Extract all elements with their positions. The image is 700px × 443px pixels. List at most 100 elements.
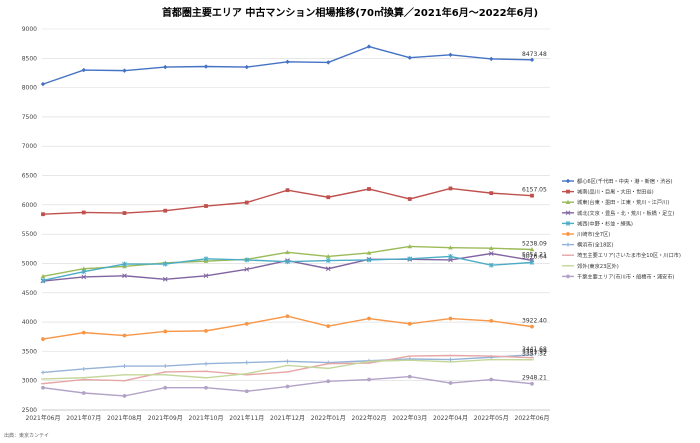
series-9 — [41, 358, 534, 380]
x-tick-label: 2021年10月 — [189, 414, 224, 422]
data-point — [407, 197, 412, 201]
end-value-label: 3391.99 — [522, 349, 547, 356]
data-point — [448, 316, 453, 321]
legend-item: 都心6区(千代田・中央・港・新宿・渋谷) — [562, 177, 673, 185]
data-point — [530, 193, 534, 198]
data-point — [81, 266, 87, 271]
data-point — [203, 273, 209, 279]
data-point — [122, 394, 127, 398]
data-point — [326, 195, 331, 200]
data-point — [448, 186, 453, 191]
y-tick-label: 7500 — [22, 114, 37, 121]
x-tick-label: 2022年03月 — [392, 414, 427, 422]
data-point — [244, 266, 250, 272]
data-point — [285, 384, 290, 389]
legend-item: 埼玉主要エリア(さいたま市全10区・川口市) — [562, 251, 681, 259]
data-point — [285, 249, 290, 255]
data-point — [529, 57, 535, 63]
data-point — [244, 257, 250, 263]
y-tick-label: 4500 — [22, 290, 37, 297]
series-6 — [41, 314, 534, 341]
data-point — [529, 247, 535, 252]
data-point — [448, 254, 453, 259]
data-point — [407, 256, 413, 262]
y-tick-label: 7000 — [22, 143, 37, 150]
data-point — [326, 324, 331, 329]
legend-item: 川崎市(全7区) — [562, 230, 610, 238]
series-10 — [41, 374, 534, 398]
chart-title: 首都圏主要エリア 中古マンション相場推移(70㎡換算／2021年6月～2022年… — [162, 6, 538, 19]
grid — [42, 28, 550, 411]
data-point — [81, 366, 86, 371]
data-point — [163, 64, 168, 70]
series-line — [42, 354, 533, 374]
y-tick-label: 8500 — [22, 55, 37, 62]
data-point — [367, 377, 371, 382]
x-tick-label: 2022年04月 — [433, 414, 468, 422]
data-point — [489, 56, 494, 62]
legend-label: 埼玉主要エリア(さいたま市全10区・川口市) — [577, 251, 681, 259]
data-point — [81, 269, 87, 275]
data-point — [326, 379, 331, 384]
y-tick-label: 5500 — [22, 231, 37, 238]
x-tick-label: 2022年02月 — [352, 414, 387, 422]
x-tick-label: 2021年07月 — [66, 414, 101, 422]
legend-label: 城南(品川・目黒・大田・世田谷) — [577, 188, 654, 196]
data-point — [325, 258, 331, 263]
data-point — [204, 385, 208, 390]
series-line — [42, 45, 533, 85]
data-point — [407, 321, 412, 326]
end-value-label: 5016.64 — [522, 253, 547, 260]
data-point — [366, 257, 372, 263]
legend-item: 城西(中野・杉並・練馬) — [562, 219, 633, 227]
data-point — [488, 251, 494, 256]
x-tick-label: 2021年08月 — [107, 414, 142, 422]
end-value-label: 5054.21 — [522, 251, 547, 258]
data-point — [325, 254, 331, 259]
data-point — [81, 274, 87, 280]
legend-label: 川崎市(全7区) — [577, 230, 610, 238]
end-value-label: 3357.32 — [522, 351, 547, 358]
legend-label: 郊外(東京23区外) — [577, 262, 619, 270]
legend-item: 郊外(東京23区外) — [562, 262, 619, 270]
y-tick-label: 4000 — [22, 319, 37, 326]
legend-marker — [566, 232, 570, 236]
data-point — [162, 276, 168, 282]
legend-marker — [565, 210, 571, 216]
y-tick-label: 3500 — [22, 348, 37, 355]
data-point — [366, 44, 372, 49]
x-tick-label: 2021年06月 — [26, 414, 61, 422]
x-tick-label: 2021年09月 — [148, 414, 183, 422]
data-point — [489, 319, 494, 323]
data-point — [163, 385, 168, 390]
data-point — [285, 359, 290, 364]
data-point — [448, 245, 453, 250]
y-tick-label: 8000 — [22, 85, 37, 92]
end-value-label: 3922.40 — [522, 318, 547, 325]
data-point — [40, 81, 46, 87]
legend-label: 千葉主要エリア(市川市・船橋市・浦安市) — [577, 272, 674, 280]
legend-item: 千葉主要エリア(市川市・船橋市・浦安市) — [562, 272, 674, 280]
data-point — [489, 377, 494, 382]
legend-marker — [566, 189, 570, 194]
data-point — [530, 352, 534, 357]
data-point — [163, 329, 168, 334]
x-tick-label: 2021年12月 — [270, 414, 305, 422]
data-point — [41, 385, 45, 390]
data-point — [285, 259, 290, 265]
data-point — [203, 256, 209, 262]
end-value-label: 8473.48 — [522, 51, 547, 58]
data-point — [285, 59, 290, 65]
legend-label: 横浜市(全18区) — [577, 241, 614, 249]
series-8 — [41, 354, 534, 385]
data-point — [325, 266, 331, 272]
data-point — [244, 200, 249, 205]
x-axis-ticks: 2021年06月 2021年07月 2021年08月 2021年09月 2021年10月… — [26, 414, 550, 422]
series-2 — [41, 186, 534, 217]
legend-label: 城東(台東・墨田・江東・荒川・江戸川) — [577, 198, 669, 206]
data-point — [326, 60, 331, 65]
series-7 — [41, 352, 534, 375]
legend-item: 城南(品川・目黒・大田・世田谷) — [562, 188, 654, 196]
end-value-label: 2948.21 — [522, 375, 547, 382]
